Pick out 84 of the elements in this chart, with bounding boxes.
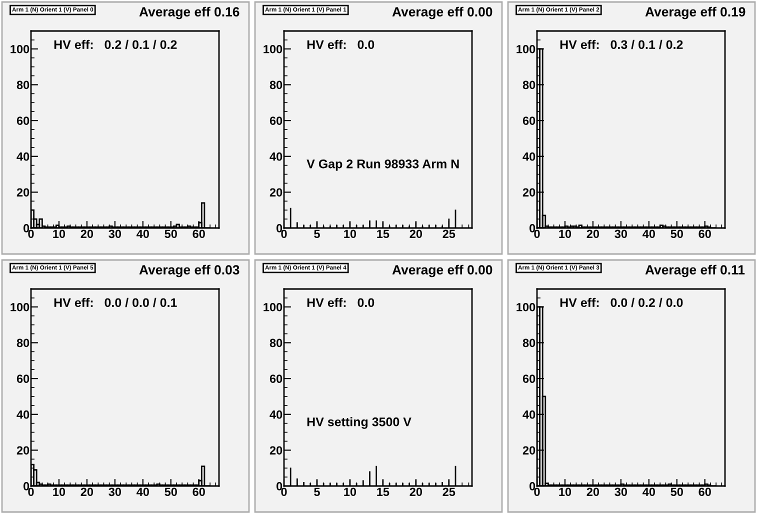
y-tick-label: 80 bbox=[270, 338, 282, 348]
x-tick-label: 10 bbox=[344, 488, 356, 496]
x-tick-label: 30 bbox=[108, 488, 122, 496]
chart-subtitle: Average eff 0.11 bbox=[645, 264, 745, 278]
x-tick-label: 50 bbox=[164, 488, 177, 496]
x-tick-label: 20 bbox=[586, 488, 600, 496]
y-tick-label: 40 bbox=[16, 410, 30, 419]
x-tick-label: 20 bbox=[586, 230, 600, 238]
x-tick-label: 5 bbox=[314, 230, 320, 238]
x-tick-label: 60 bbox=[698, 230, 711, 238]
y-tick-label: 80 bbox=[16, 338, 30, 348]
chart-subtitle: Average eff 0.16 bbox=[139, 6, 240, 20]
x-tick-label: 30 bbox=[614, 488, 628, 496]
y-tick-label: 60 bbox=[270, 116, 282, 125]
y-tick-label: 20 bbox=[270, 188, 282, 197]
y-tick-label: 60 bbox=[16, 116, 30, 125]
annotation: HV eff: 0.0 bbox=[307, 298, 374, 308]
y-tick-label: 20 bbox=[16, 188, 30, 197]
y-tick-label: 0 bbox=[276, 224, 282, 232]
y-tick-label: 80 bbox=[522, 338, 536, 348]
x-tick-label: 25 bbox=[442, 230, 456, 238]
y-tick-label: 80 bbox=[270, 80, 282, 90]
y-tick-label: 20 bbox=[522, 188, 536, 197]
y-tick-label: 100 bbox=[264, 44, 282, 54]
chart-subtitle: Average eff 0.03 bbox=[139, 264, 240, 278]
x-tick-label: 10 bbox=[559, 488, 572, 496]
x-tick-label: 15 bbox=[377, 488, 390, 496]
x-tick-label: 60 bbox=[698, 488, 711, 496]
x-tick-label: 50 bbox=[670, 488, 683, 496]
y-tick-label: 100 bbox=[516, 44, 536, 54]
y-tick-label: 0 bbox=[24, 482, 30, 490]
y-tick-label: 60 bbox=[270, 374, 282, 383]
y-tick-label: 0 bbox=[530, 482, 536, 490]
x-tick-label: 30 bbox=[614, 230, 628, 238]
x-tick-label: 5 bbox=[314, 488, 320, 496]
x-tick-label: 40 bbox=[136, 488, 149, 496]
y-tick-label: 0 bbox=[24, 224, 30, 232]
y-tick-label: 20 bbox=[522, 446, 536, 455]
annotation: HV eff: 0.2 / 0.1 / 0.2 bbox=[54, 40, 177, 50]
y-tick-label: 0 bbox=[530, 224, 536, 232]
y-tick-label: 100 bbox=[10, 44, 30, 54]
annotation: HV eff: 0.0 / 0.0 / 0.1 bbox=[54, 298, 177, 308]
y-tick-label: 20 bbox=[270, 446, 282, 455]
x-tick-label: 20 bbox=[410, 488, 422, 496]
x-tick-label: 20 bbox=[410, 230, 422, 238]
y-tick-label: 40 bbox=[16, 152, 30, 161]
x-tick-label: 60 bbox=[192, 488, 205, 496]
x-tick-label: 20 bbox=[80, 488, 94, 496]
chart-subtitle: Average eff 0.00 bbox=[392, 6, 492, 20]
y-tick-label: 100 bbox=[516, 302, 536, 312]
y-tick-label: 0 bbox=[276, 482, 282, 490]
x-tick-label: 50 bbox=[670, 230, 683, 238]
y-tick-label: 80 bbox=[522, 80, 536, 90]
y-tick-label: 100 bbox=[10, 302, 30, 312]
chart-subtitle: Average eff 0.00 bbox=[392, 264, 492, 278]
x-tick-label: 40 bbox=[642, 488, 655, 496]
annotation: V Gap 2 Run 98933 Arm N bbox=[306, 159, 459, 171]
annotation: HV eff: 0.0 / 0.2 / 0.0 bbox=[560, 298, 683, 308]
x-tick-label: 10 bbox=[53, 488, 66, 496]
x-tick-label: 20 bbox=[80, 230, 94, 238]
y-tick-label: 100 bbox=[264, 302, 282, 312]
y-tick-label: 60 bbox=[522, 374, 536, 383]
x-tick-label: 50 bbox=[164, 230, 177, 238]
x-tick-label: 40 bbox=[642, 230, 655, 238]
x-tick-label: 40 bbox=[136, 230, 149, 238]
y-tick-label: 80 bbox=[16, 80, 30, 90]
y-tick-label: 20 bbox=[16, 446, 30, 455]
x-tick-label: 30 bbox=[108, 230, 122, 238]
x-tick-label: 60 bbox=[192, 230, 205, 238]
x-tick-label: 25 bbox=[442, 488, 456, 496]
annotation: HV eff: 0.3 / 0.1 / 0.2 bbox=[560, 40, 683, 50]
y-tick-label: 40 bbox=[522, 152, 536, 161]
y-tick-label: 40 bbox=[522, 410, 536, 419]
y-tick-label: 60 bbox=[16, 374, 30, 383]
y-tick-label: 40 bbox=[270, 152, 282, 161]
annotation: HV setting 3500 V bbox=[307, 417, 412, 429]
x-tick-label: 10 bbox=[344, 230, 356, 238]
x-tick-label: 10 bbox=[559, 230, 572, 238]
x-tick-label: 10 bbox=[53, 230, 66, 238]
x-tick-label: 15 bbox=[377, 230, 390, 238]
y-tick-label: 40 bbox=[270, 410, 282, 419]
chart-subtitle: Average eff 0.19 bbox=[645, 6, 746, 20]
y-tick-label: 60 bbox=[522, 116, 536, 125]
annotation: HV eff: 0.0 bbox=[307, 40, 374, 50]
